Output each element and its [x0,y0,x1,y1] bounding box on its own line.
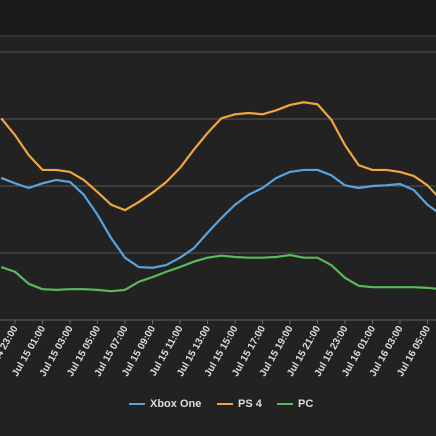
header-bar [0,0,436,36]
series-line [0,253,436,293]
legend-label: PS 4 [238,398,263,410]
series-line [0,168,436,269]
legend-label: Xbox One [150,398,201,410]
legend: Xbox One PS 4 PC [129,398,313,410]
legend-label: PC [298,398,313,410]
series-line [0,101,436,212]
